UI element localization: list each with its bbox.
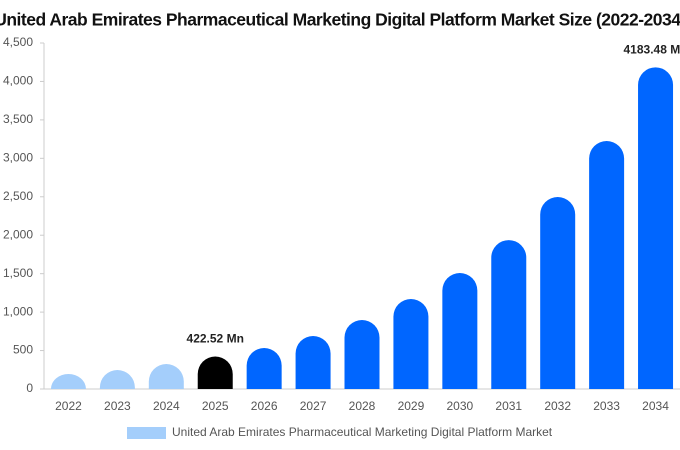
y-tick-label: 3,500 [3, 112, 33, 126]
bar [295, 336, 331, 389]
bar [638, 67, 674, 390]
x-tick-label: 2032 [544, 399, 571, 413]
bar [491, 240, 527, 389]
bar [442, 273, 478, 389]
bar [540, 197, 576, 389]
x-tick-label: 2029 [398, 399, 425, 413]
y-tick-label: 1,000 [3, 304, 33, 318]
legend-label: United Arab Emirates Pharmaceutical Mark… [172, 425, 553, 439]
x-tick-label: 2031 [495, 399, 522, 413]
x-tick-label: 2028 [349, 399, 376, 413]
y-tick-label: 2,500 [3, 189, 33, 203]
data-label: 422.52 Mn [187, 332, 244, 346]
x-tick-label: 2034 [642, 399, 669, 413]
bar [99, 370, 135, 389]
bar [589, 141, 625, 389]
y-tick-label: 4,000 [3, 74, 33, 88]
bar [50, 374, 86, 389]
y-tick-label: 4,500 [3, 35, 33, 49]
x-tick-label: 2024 [153, 399, 180, 413]
bar [344, 320, 380, 389]
x-tick-label: 2022 [55, 399, 82, 413]
bar [393, 299, 429, 389]
x-tick-label: 2027 [300, 399, 327, 413]
chart-title: United Arab Emirates Pharmaceutical Mark… [0, 10, 680, 30]
bar [148, 364, 184, 389]
y-tick-label: 2,000 [3, 227, 33, 241]
bar [246, 348, 282, 389]
x-tick-label: 2026 [251, 399, 278, 413]
y-tick-label: 500 [13, 343, 33, 357]
y-tick-label: 3,000 [3, 151, 33, 165]
x-tick-label: 2033 [593, 399, 620, 413]
x-tick-label: 2025 [202, 399, 229, 413]
x-tick-label: 2030 [446, 399, 473, 413]
legend-swatch [127, 427, 166, 439]
data-label: 4183.48 Mn [624, 43, 680, 57]
bar [197, 356, 233, 389]
y-tick-label: 0 [26, 381, 33, 395]
y-tick-label: 1,500 [3, 266, 33, 280]
x-tick-label: 2023 [104, 399, 131, 413]
